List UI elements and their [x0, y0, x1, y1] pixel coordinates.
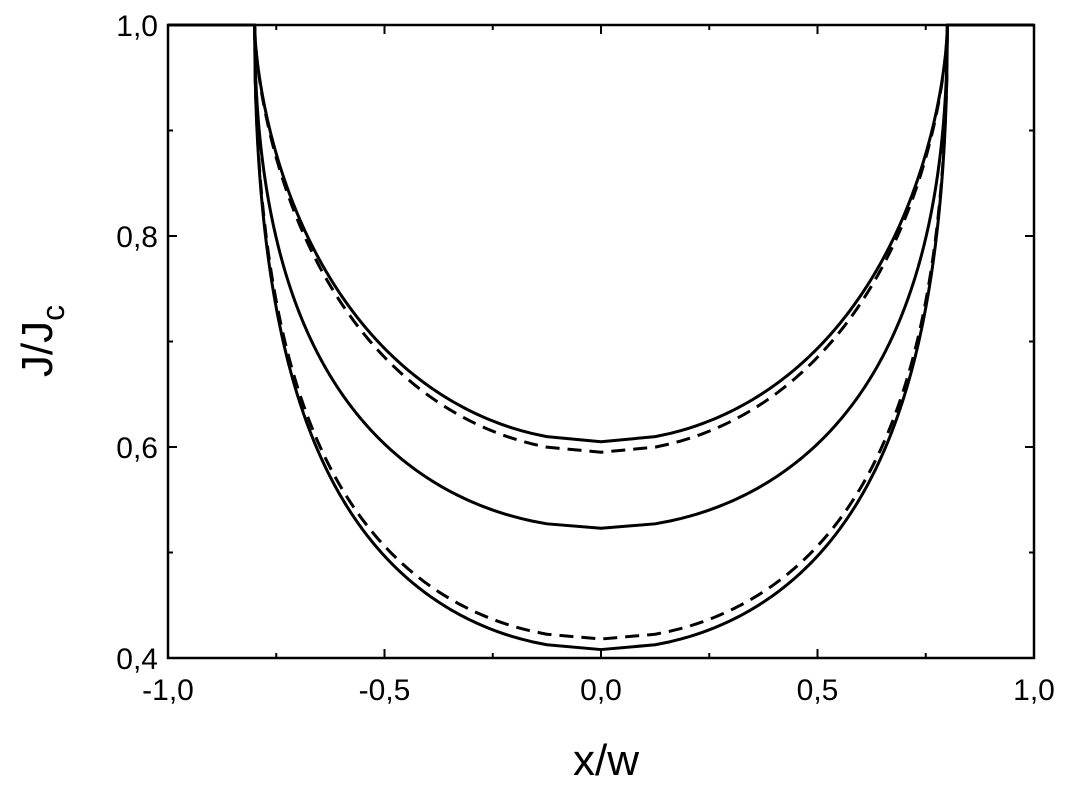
series-line-0-solid: [168, 23, 1034, 444]
y-tick-label-1: 0,6: [116, 432, 158, 465]
x-axis-title: x/w: [573, 736, 639, 785]
y-axis-title-main: J/J: [13, 321, 62, 377]
plot-frame: [166, 23, 1036, 660]
ticks-layer: [167, 24, 1035, 659]
y-axis-title-subscript: c: [35, 305, 71, 321]
series-line-4-dashed: [168, 23, 1034, 641]
series-line-1-dashed: [168, 23, 1034, 454]
series-layer: [168, 23, 1034, 652]
y-axis-title: J/Jc: [13, 305, 71, 377]
y-tick-label-2: 0,8: [116, 221, 158, 254]
series-line-2-solid: [168, 23, 1034, 530]
x-tick-label-2: 0,0: [580, 674, 622, 707]
tick-labels-layer: -1,0 -0,5 0,0 0,5 1,0 0,4 0,6 0,8 1,0: [116, 10, 1055, 707]
x-tick-label-3: 0,5: [797, 674, 839, 707]
y-tick-label-0: 0,4: [116, 643, 158, 676]
y-tick-label-3: 1,0: [116, 10, 158, 43]
series-line-3-solid: [168, 23, 1034, 652]
x-tick-label-0: -1,0: [142, 674, 194, 707]
x-tick-label-1: -0,5: [359, 674, 411, 707]
x-tick-label-4: 1,0: [1013, 674, 1055, 707]
